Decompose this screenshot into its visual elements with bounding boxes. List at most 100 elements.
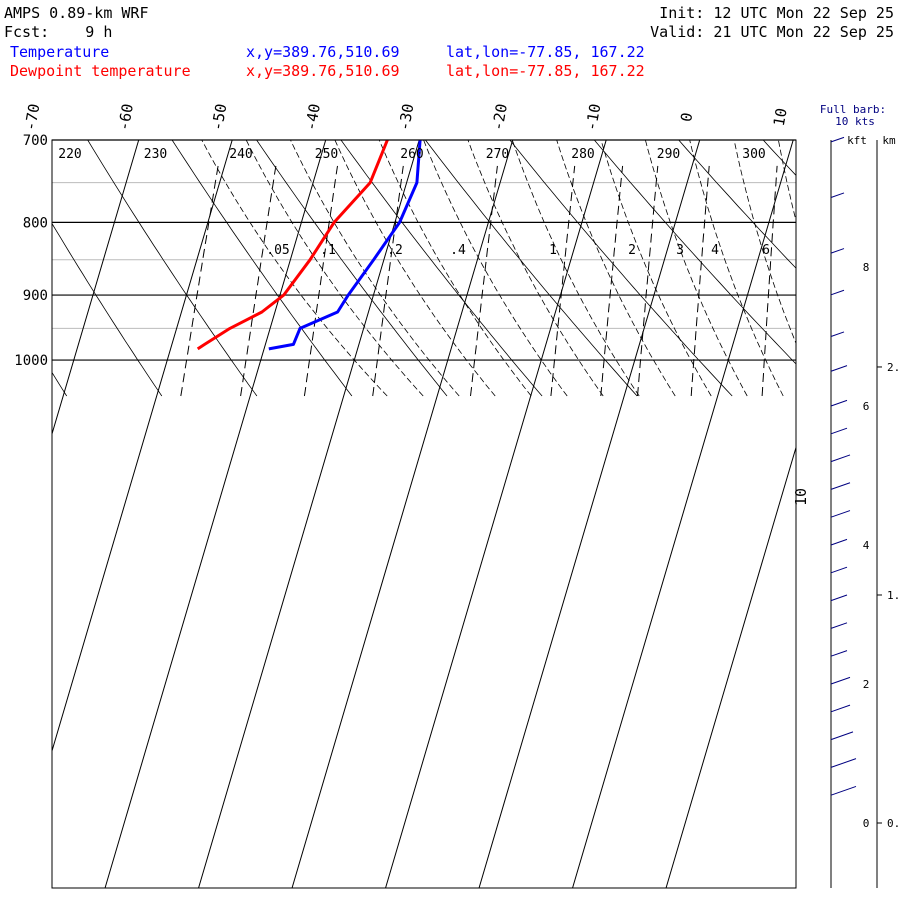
forecast-hour: Fcst: 9 h — [4, 23, 113, 41]
isotherm-line — [665, 445, 796, 888]
pressure-tick-label: 900 — [23, 288, 48, 304]
temperature-xy: x,y=389.76,510.69 — [246, 43, 400, 61]
dry-adiabat — [509, 140, 733, 397]
mixing-ratio-line — [240, 165, 277, 397]
theta-label: 270 — [486, 147, 509, 162]
dewpoint-latlon: lat,lon=-77.85, 167.22 — [446, 62, 645, 80]
kft-tick-label: 4 — [863, 539, 870, 552]
pressure-tick-label: 1000 — [14, 353, 48, 369]
km-tick-label: 1. — [887, 589, 900, 602]
theta-label: 260 — [400, 147, 423, 162]
wind-barb — [830, 510, 851, 518]
wind-barb — [830, 454, 851, 463]
moist-adiabat — [644, 140, 748, 397]
dry-adiabat — [171, 140, 353, 397]
wind-barb — [830, 622, 848, 629]
kft-tick-label: 6 — [863, 400, 870, 413]
dry-adiabat — [340, 140, 543, 397]
pressure-tick-label: 700 — [23, 133, 48, 149]
moist-adiabat — [600, 140, 712, 397]
theta-label: 280 — [571, 147, 594, 162]
mixing-ratio-line — [303, 165, 338, 397]
isotherm-line — [198, 140, 420, 888]
moist-adiabat — [467, 140, 604, 397]
valid-time: Valid: 21 UTC Mon 22 Sep 25 — [650, 23, 894, 41]
km-tick-label: 0. — [887, 817, 900, 830]
moist-adiabat — [556, 140, 676, 397]
temperature-tick-label: -70 — [21, 102, 43, 132]
dry-adiabat — [593, 140, 796, 365]
wind-barb — [830, 650, 848, 657]
mixing-ratio-line — [372, 165, 404, 397]
wind-barb — [830, 676, 851, 685]
temperature-tick-label: 0 — [677, 111, 696, 123]
wind-barb — [830, 566, 848, 574]
moist-adiabat — [689, 140, 784, 397]
mixing-ratio-label: 1 — [549, 243, 557, 258]
dewpoint-xy: x,y=389.76,510.69 — [246, 62, 400, 80]
dry-adiabat — [52, 222, 163, 397]
temperature-tick-label: 10 — [770, 107, 791, 128]
mixing-ratio-line — [470, 165, 498, 397]
mixing-ratio-line — [600, 165, 624, 397]
wind-barb — [830, 248, 845, 254]
pressure-tick-label: 800 — [23, 215, 48, 231]
height-unit-kft: kft — [847, 134, 867, 147]
wind-barb — [830, 482, 851, 490]
moist-adiabat — [334, 140, 496, 397]
wind-barb — [830, 427, 848, 435]
mixing-ratio-label: 3 — [676, 243, 684, 258]
temperature-tick-label: -20 — [489, 102, 511, 132]
mixing-ratio-line — [637, 165, 659, 397]
moist-adiabat — [821, 131, 891, 396]
moist-adiabat — [423, 140, 568, 397]
theta-label: 240 — [229, 147, 252, 162]
wind-barb — [830, 136, 845, 143]
wind-barb — [830, 192, 845, 198]
wind-barb — [830, 594, 848, 602]
dry-adiabat — [424, 140, 638, 397]
temperature-tick-label: -40 — [302, 102, 324, 132]
mixing-ratio-label: .2 — [387, 243, 403, 258]
temperature-legend: Temperature — [10, 43, 110, 61]
init-time: Init: 12 UTC Mon 22 Sep 25 — [659, 4, 894, 22]
mixing-ratio-label: 2 — [628, 243, 636, 258]
isotherm-line — [52, 140, 140, 436]
moist-adiabat — [290, 140, 460, 397]
mixing-ratio-line — [180, 165, 219, 397]
dry-adiabat — [256, 140, 448, 397]
wind-barb — [830, 785, 857, 796]
isotherm-line — [52, 140, 233, 753]
kft-tick-label: 8 — [863, 261, 870, 274]
theta-label: 300 — [742, 147, 765, 162]
wind-barb-legend-line2: 10 kts — [835, 115, 875, 128]
moist-adiabat — [866, 131, 900, 396]
model-title: AMPS 0.89-km WRF — [4, 4, 149, 22]
wind-barb — [830, 365, 848, 372]
temperature-tick-label: -50 — [208, 102, 230, 132]
wind-barb — [830, 758, 857, 768]
wind-barb — [830, 704, 851, 713]
mixing-ratio-label: 4 — [711, 243, 719, 258]
theta-label: 220 — [58, 147, 81, 162]
height-unit-km: km — [882, 134, 896, 147]
wind-barb — [830, 399, 848, 407]
isotherm-line — [0, 140, 45, 888]
theta-label: 250 — [315, 147, 338, 162]
moist-adiabat — [245, 140, 424, 397]
mixing-ratio-label: .1 — [320, 243, 336, 258]
isotherm-line — [478, 140, 701, 888]
wind-barb — [830, 731, 854, 741]
mixing-ratio-label: 6 — [762, 243, 770, 258]
wind-barb — [830, 331, 845, 337]
moist-adiabat — [201, 140, 388, 397]
dewpoint-profile — [196, 140, 389, 351]
mixing-ratio-label: .05 — [266, 243, 289, 258]
dewpoint-legend: Dewpoint temperature — [10, 62, 191, 80]
dry-adiabat — [678, 140, 796, 269]
wind-barb — [830, 538, 848, 546]
dry-adiabat — [839, 131, 900, 396]
kft-tick-label: 0 — [863, 817, 870, 830]
isotherm-line — [572, 140, 794, 888]
moist-adiabat — [378, 140, 532, 397]
